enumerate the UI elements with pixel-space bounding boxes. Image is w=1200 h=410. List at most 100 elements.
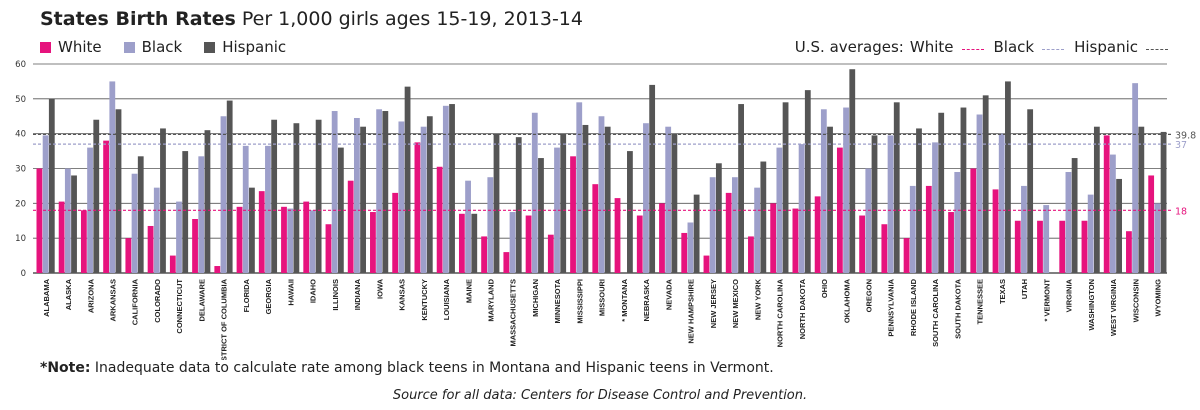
avg-value-label-hispanic: 39.8 <box>1175 130 1196 141</box>
bar-hispanic-wisconsin <box>1138 126 1145 273</box>
bar-black-illinois <box>331 111 338 274</box>
bar-hispanic-georgia <box>271 119 278 273</box>
bar-hispanic-alaska <box>71 175 77 273</box>
y-tick-label-60: 60 <box>15 60 26 70</box>
x-tick-label-michigan: MICHIGAN <box>531 279 540 317</box>
bar-white-california <box>125 238 132 273</box>
bar-white-north-dakota <box>792 208 799 273</box>
x-tick-label-delaware: DELAWARE <box>197 279 206 322</box>
bar-white-new-jersey <box>703 255 710 273</box>
bar-black-maine <box>465 180 471 273</box>
bar-white-massachusetts <box>503 252 510 273</box>
x-tick-label-new-york: NEW YORK <box>753 278 762 320</box>
bar-white-virginia <box>1059 220 1066 273</box>
bar-black-delaware <box>198 156 205 273</box>
chart-title: States Birth Rates Per 1,000 girls ages … <box>40 8 583 30</box>
x-tick-label-new-hampshire: NEW HAMPSHIRE <box>687 279 696 344</box>
x-tick-label-idaho: IDAHO <box>309 279 318 303</box>
legend-label-hispanic: Hispanic <box>222 38 287 56</box>
bar-black-virginia <box>1065 171 1072 273</box>
avg-legend-line-hispanic <box>1146 48 1168 50</box>
x-tick-label-vermont: * VERMONT <box>1042 279 1051 322</box>
bar-black-ohio <box>820 109 827 274</box>
source-note: Source for all data: Centers for Disease… <box>392 388 808 403</box>
bar-hispanic-texas <box>1005 81 1011 274</box>
bar-hispanic-california <box>137 156 144 273</box>
bar-black-wisconsin <box>1132 83 1139 274</box>
y-tick-label-20: 20 <box>15 199 26 209</box>
bar-hispanic-arizona <box>93 119 100 273</box>
x-tick-label-alabama: ALABAMA <box>42 278 51 316</box>
x-tick-label-oregon: OREGON <box>865 279 874 312</box>
bar-hispanic-arkansas <box>115 109 122 274</box>
legend-item-white: White <box>40 38 102 56</box>
bar-white-colorado <box>147 225 154 273</box>
legend-swatch-hispanic <box>204 41 216 53</box>
bar-hispanic-district-of-columbia <box>226 100 233 273</box>
x-tick-label-montana: * MONTANA <box>620 278 629 321</box>
bar-white-utah <box>1014 220 1021 273</box>
bar-hispanic-florida <box>249 187 255 273</box>
bar-hispanic-tennessee <box>982 95 989 273</box>
bar-white-south-carolina <box>925 185 932 273</box>
bar-hispanic-new-mexico <box>738 104 744 273</box>
x-tick-label-arkansas: ARKANSAS <box>109 279 118 322</box>
y-tick-label-50: 50 <box>15 95 26 105</box>
bar-white-rhode-island <box>903 238 910 273</box>
bar-black-minnesota <box>554 147 560 273</box>
bar-white-nevada <box>659 203 665 273</box>
bar-black-alaska <box>64 168 71 273</box>
x-tick-label-georgia: GEORGIA <box>264 278 273 314</box>
bar-hispanic-virginia <box>1071 158 1078 273</box>
x-tick-label-nebraska: NEBRASKA <box>642 278 651 321</box>
bar-black-new-mexico <box>731 177 738 273</box>
bar-black-south-dakota <box>954 171 961 273</box>
bar-hispanic-new-york <box>760 161 767 273</box>
bar-black-indiana <box>353 117 360 273</box>
bar-white-kentucky <box>414 142 421 273</box>
chart-title-rest: Per 1,000 girls ages 15-19, 2013-14 <box>241 8 583 30</box>
x-tick-label-texas: TEXAS <box>998 279 1007 304</box>
legend-item-black: Black <box>123 38 183 56</box>
x-tick-label-rhode-island: RHODE ISLAND <box>909 278 918 336</box>
legend-label-black: Black <box>141 38 183 56</box>
x-tick-label-florida: FLORIDA <box>242 278 251 312</box>
x-tick-label-north-carolina: NORTH CAROLINA <box>776 278 785 347</box>
bar-white-new-york <box>748 236 754 273</box>
bar-black-maryland <box>487 177 494 273</box>
legend-label-white: White <box>58 38 102 56</box>
bar-white-minnesota <box>547 234 554 273</box>
bar-black-new-jersey <box>709 177 716 273</box>
bar-white-montana <box>614 198 621 273</box>
bar-hispanic-nebraska <box>649 84 656 274</box>
x-tick-label-wyoming: WYOMING <box>1154 279 1163 317</box>
bar-white-pennsylvania <box>881 224 888 273</box>
x-tick-label-california: CALIFORNIA <box>131 278 140 325</box>
bar-hispanic-minnesota <box>560 133 567 273</box>
bar-hispanic-rhode-island <box>916 128 922 273</box>
bar-hispanic-hawaii <box>293 123 300 273</box>
bar-hispanic-missouri <box>604 126 611 273</box>
x-tick-label-north-dakota: NORTH DAKOTA <box>798 278 807 339</box>
bar-hispanic-michigan <box>538 158 544 273</box>
bar-hispanic-washington <box>1093 126 1100 273</box>
bar-white-connecticut <box>169 255 176 273</box>
bar-hispanic-nevada <box>671 133 678 273</box>
bar-white-mississippi <box>570 156 576 273</box>
bar-hispanic-alabama <box>48 98 55 273</box>
chart-title-bold: States Birth Rates <box>40 8 236 30</box>
y-tick-label-10: 10 <box>15 234 26 244</box>
bar-black-nevada <box>665 126 672 273</box>
x-tick-label-connecticut: CONNECTICUT <box>175 279 184 334</box>
avg-legend-line-black <box>1042 48 1065 50</box>
bar-hispanic-new-jersey <box>715 163 722 273</box>
bar-black-arkansas <box>109 81 116 274</box>
x-tick-label-mississippi: MISSISSIPPI <box>575 279 584 324</box>
x-tick-label-kansas: KANSAS <box>398 279 407 311</box>
bar-hispanic-utah <box>1027 109 1034 274</box>
x-tick-label-hawaii: HAWAII <box>286 279 295 306</box>
bar-black-vermont <box>1043 205 1050 273</box>
avg-legend-label-black: Black <box>993 38 1035 56</box>
footnote: *Note: Inadequate data to calculate rate… <box>40 360 774 376</box>
avg-value-label-white: 18 <box>1175 206 1187 217</box>
